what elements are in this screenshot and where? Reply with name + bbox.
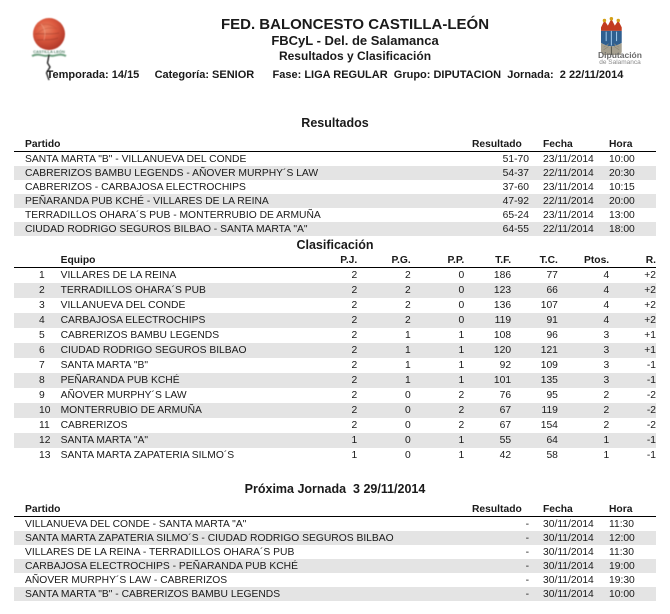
svg-text:CASTILLA LEÓN: CASTILLA LEÓN xyxy=(33,49,65,54)
